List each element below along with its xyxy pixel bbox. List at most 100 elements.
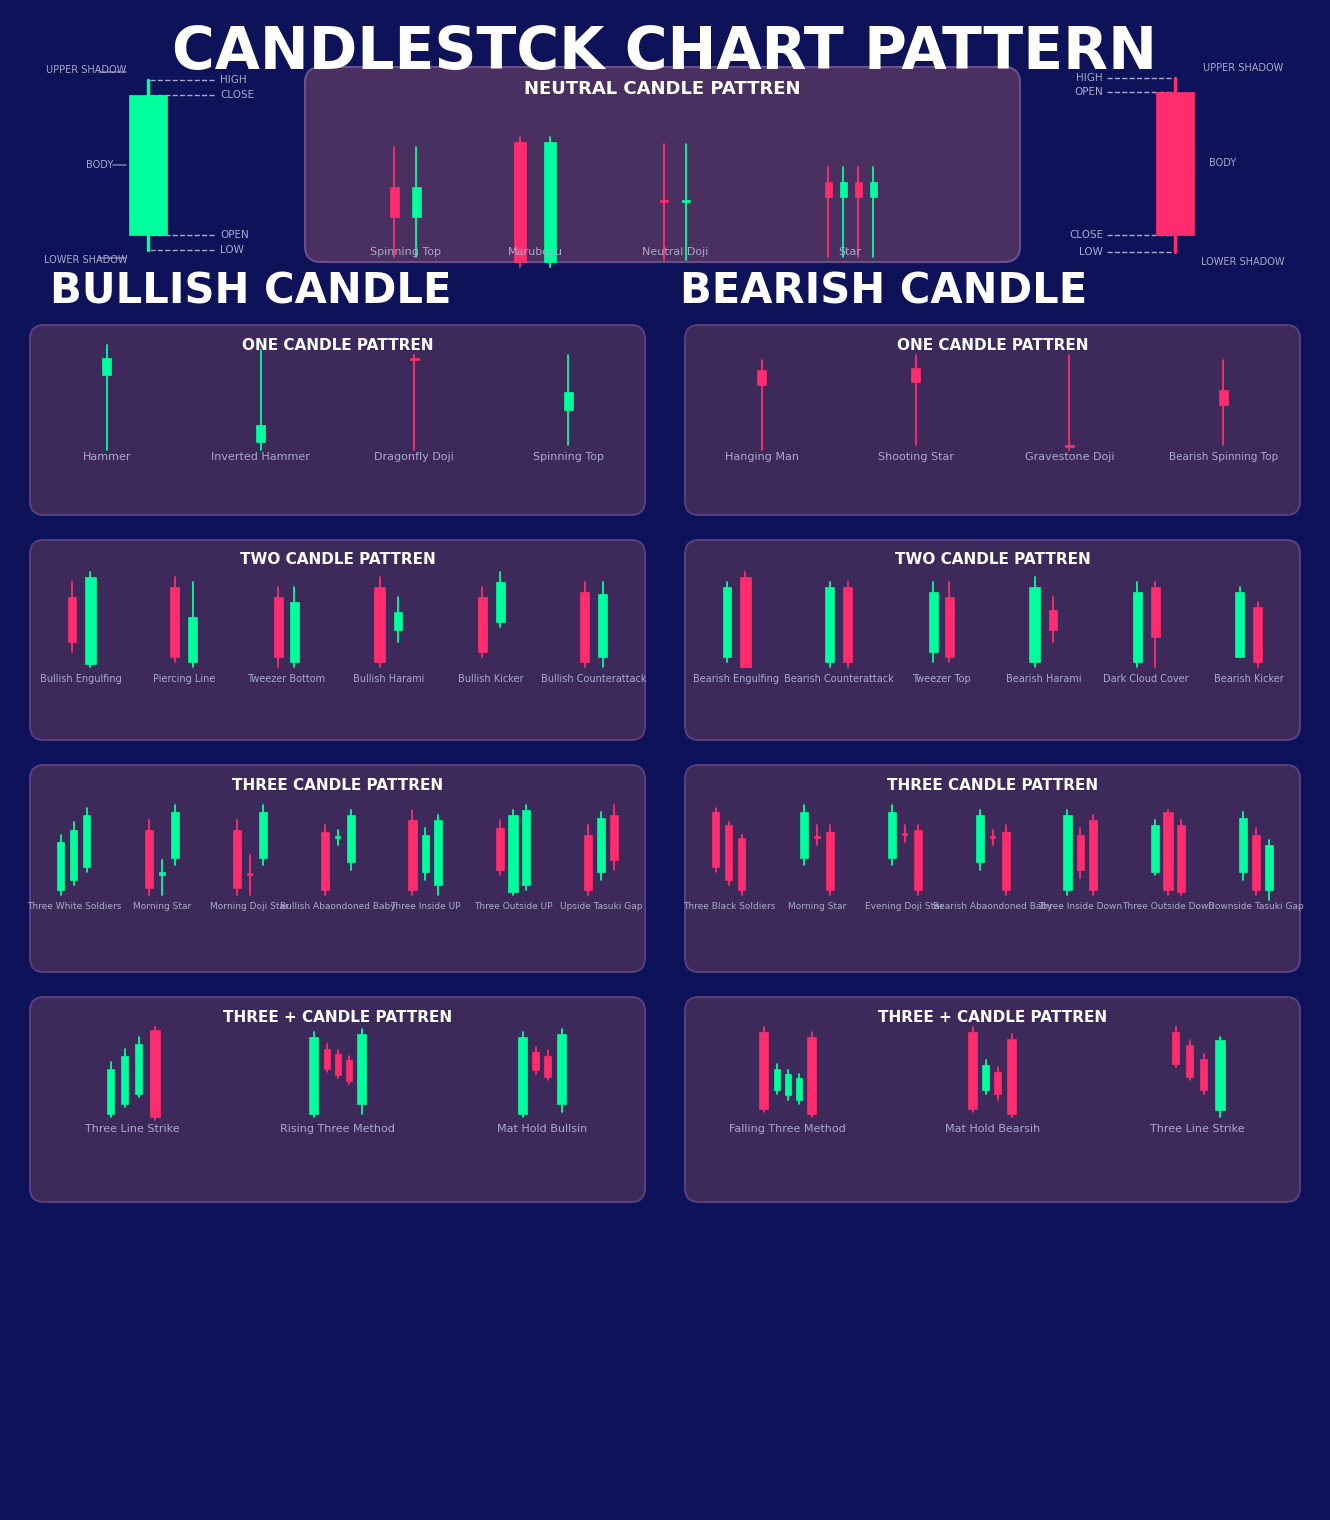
Bar	[347, 815, 355, 862]
Bar	[660, 201, 668, 202]
Text: UPPER SHADOW: UPPER SHADOW	[1202, 62, 1283, 73]
Bar	[887, 812, 895, 857]
Bar	[1164, 812, 1173, 891]
Bar	[496, 828, 504, 869]
Text: TWO CANDLE PATTREN: TWO CANDLE PATTREN	[895, 552, 1091, 567]
Bar	[928, 591, 938, 652]
Text: Morning Doji Star: Morning Doji Star	[210, 901, 289, 910]
Bar	[1065, 445, 1073, 447]
Text: NEUTRAL CANDLE PATTREN: NEUTRAL CANDLE PATTREN	[524, 81, 801, 97]
Text: ONE CANDLE PATTREN: ONE CANDLE PATTREN	[896, 337, 1088, 353]
Text: Three Inside UP: Three Inside UP	[390, 901, 460, 910]
Text: Three White Soldiers: Three White Soldiers	[27, 901, 121, 910]
Bar	[739, 578, 750, 667]
Bar	[85, 578, 96, 664]
Text: Mat Hold Bearsih: Mat Hold Bearsih	[944, 1123, 1040, 1134]
Text: CANDLESTCK CHART PATTERN: CANDLESTCK CHART PATTERN	[173, 23, 1157, 81]
Text: Three Line Strike: Three Line Strike	[85, 1123, 180, 1134]
Text: Bearish Harami: Bearish Harami	[1005, 673, 1081, 684]
Bar	[1089, 819, 1097, 891]
Bar	[1200, 1059, 1208, 1090]
Bar	[102, 359, 112, 375]
Bar	[1029, 587, 1040, 663]
Bar	[911, 368, 920, 382]
Text: Bullish Engulfing: Bullish Engulfing	[40, 673, 122, 684]
Bar	[136, 1044, 142, 1094]
Bar	[129, 94, 168, 236]
FancyBboxPatch shape	[31, 997, 645, 1202]
Bar	[1077, 834, 1084, 869]
Bar	[170, 587, 180, 657]
FancyBboxPatch shape	[31, 765, 645, 971]
Bar	[335, 1053, 340, 1075]
Bar	[843, 587, 853, 663]
Text: Bullish Abaondoned Baby: Bullish Abaondoned Baby	[279, 901, 395, 910]
FancyBboxPatch shape	[685, 540, 1299, 740]
Bar	[975, 815, 983, 862]
FancyBboxPatch shape	[31, 540, 645, 740]
Text: Bearish Abaondoned Baby: Bearish Abaondoned Baby	[932, 901, 1052, 910]
Bar	[1218, 391, 1228, 404]
Bar	[84, 815, 90, 866]
Text: Star: Star	[838, 246, 862, 257]
Bar	[598, 594, 608, 657]
Bar	[189, 617, 197, 663]
Bar	[508, 815, 519, 892]
Text: Three Line Strike: Three Line Strike	[1150, 1123, 1245, 1134]
Bar	[158, 872, 165, 876]
Bar	[496, 582, 505, 622]
Text: Piercing Line: Piercing Line	[153, 673, 215, 684]
Bar	[335, 836, 340, 838]
Text: Inverted Hammer: Inverted Hammer	[211, 451, 310, 462]
Text: Falling Three Method: Falling Three Method	[729, 1123, 846, 1134]
Text: THREE + CANDLE PATTREN: THREE + CANDLE PATTREN	[223, 1009, 452, 1024]
Text: Shooting Star: Shooting Star	[878, 451, 954, 462]
Bar	[580, 591, 589, 663]
Bar	[807, 1037, 817, 1114]
Bar	[724, 587, 732, 657]
Bar	[290, 602, 299, 663]
Text: Bullish Kicker: Bullish Kicker	[459, 673, 524, 684]
Bar	[258, 812, 266, 857]
Bar	[1265, 845, 1273, 891]
Text: ONE CANDLE PATTREN: ONE CANDLE PATTREN	[242, 337, 434, 353]
Bar	[170, 812, 178, 857]
Text: Bearish Engulfing: Bearish Engulfing	[693, 673, 779, 684]
Text: Three Outside Down: Three Outside Down	[1123, 901, 1214, 910]
Text: Dragonfly Doji: Dragonfly Doji	[375, 451, 455, 462]
Text: Bullish Counterattack: Bullish Counterattack	[541, 673, 646, 684]
Text: BEARISH CANDLE: BEARISH CANDLE	[680, 271, 1087, 313]
Bar	[839, 182, 846, 198]
Bar	[411, 187, 420, 217]
Bar	[346, 1059, 351, 1081]
Text: OPEN: OPEN	[219, 230, 249, 240]
Text: Three Inside Down: Three Inside Down	[1039, 901, 1123, 910]
Text: Bearish Counterattack: Bearish Counterattack	[783, 673, 894, 684]
Text: OPEN: OPEN	[1075, 87, 1103, 97]
Bar	[274, 597, 283, 657]
Bar	[799, 812, 807, 857]
Text: Mat Hold Bullsin: Mat Hold Bullsin	[497, 1123, 588, 1134]
Text: HIGH: HIGH	[1076, 73, 1103, 84]
Text: Downside Tasuki Gap: Downside Tasuki Gap	[1208, 901, 1303, 910]
Bar	[1156, 93, 1194, 236]
Text: TWO CANDLE PATTREN: TWO CANDLE PATTREN	[239, 552, 435, 567]
Bar	[557, 1034, 567, 1104]
Bar	[532, 1052, 539, 1070]
Bar	[1049, 610, 1057, 629]
Bar	[149, 1031, 160, 1117]
Text: Three Black Soldiers: Three Black Soldiers	[682, 901, 775, 910]
Bar	[1177, 825, 1185, 892]
Bar	[247, 872, 253, 876]
Text: Bullish Harami: Bullish Harami	[352, 673, 424, 684]
Bar	[394, 613, 402, 629]
Text: LOW: LOW	[1079, 246, 1103, 257]
Text: Evening Doji Star: Evening Doji Star	[866, 901, 944, 910]
Bar	[725, 825, 733, 880]
Bar	[1007, 1040, 1016, 1114]
Bar	[757, 369, 766, 385]
Text: Morning Star: Morning Star	[787, 901, 846, 910]
Bar	[257, 426, 265, 442]
Text: BULLISH CANDLE: BULLISH CANDLE	[51, 271, 451, 313]
Text: HIGH: HIGH	[219, 74, 246, 85]
